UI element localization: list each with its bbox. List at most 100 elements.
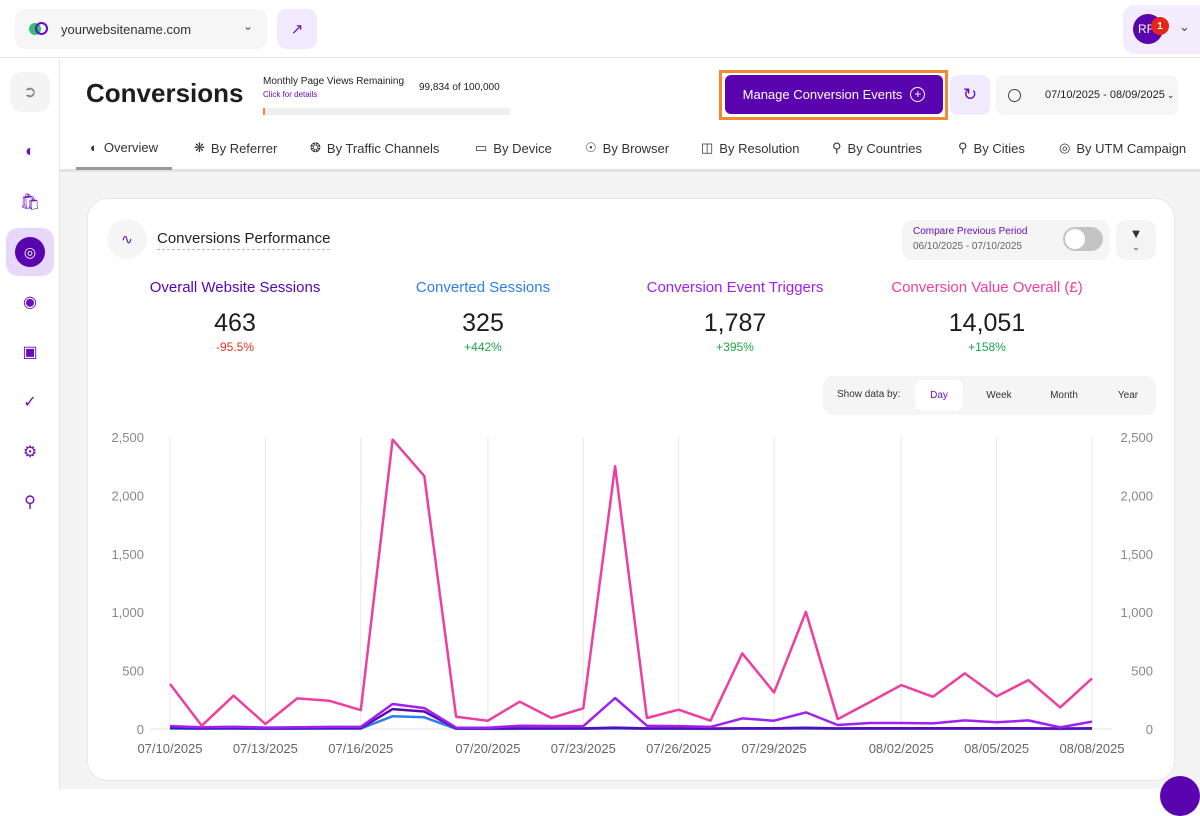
tab-by-countries[interactable]: ⚲ By Countries bbox=[832, 140, 922, 156]
show-data-by: Show data by: Day Week Month Year bbox=[823, 376, 1156, 415]
tab-bar: ◐ Overview ❋ By Referrer ❂ By Traffic Channel… bbox=[60, 128, 1200, 172]
overview-icon: ◐ bbox=[90, 140, 98, 155]
compare-previous-period: Compare Previous Period 06/10/2025 - 07/… bbox=[902, 220, 1110, 260]
page-views-progress-fill bbox=[263, 108, 265, 115]
y-tick-label-left: 500 bbox=[122, 664, 144, 679]
compare-label: Compare Previous Period bbox=[913, 226, 1028, 237]
show-by-year[interactable]: Year bbox=[1117, 390, 1139, 401]
clock-icon bbox=[1008, 88, 1021, 102]
date-range-value: 07/10/2025 - 08/09/2025 bbox=[1045, 89, 1165, 101]
shield-icon: ✓ bbox=[23, 394, 37, 411]
top-bar: yourwebsitename.com ⌄ ↗ RF 1 ⌄ bbox=[0, 0, 1200, 58]
kpi-title: Overall Website Sessions bbox=[149, 279, 321, 296]
kpi-title: Conversion Event Triggers bbox=[646, 279, 824, 296]
sidebar-item-security[interactable]: ✓ bbox=[10, 382, 50, 422]
sidebar-item-settings[interactable]: ⚙ bbox=[10, 432, 50, 472]
user-menu[interactable]: RF 1 ⌄ bbox=[1123, 5, 1200, 54]
tab-label: By Resolution bbox=[719, 140, 800, 156]
conversions-icon: ◎ bbox=[15, 237, 45, 267]
sidebar-item-conversions[interactable]: ◎ bbox=[6, 228, 54, 276]
kpi-value: 325 bbox=[462, 309, 504, 337]
chart-type-button[interactable]: ∿ bbox=[107, 219, 147, 259]
filter-button[interactable]: ▼ ⌄ bbox=[1116, 220, 1156, 260]
compare-range: 06/10/2025 - 07/10/2025 bbox=[913, 241, 1022, 252]
tab-by-resolution[interactable]: ◫ By Resolution bbox=[701, 140, 800, 156]
x-tick-label: 07/20/2025 bbox=[455, 741, 520, 756]
page-views-value: 99,834 of 100,000 bbox=[419, 82, 500, 93]
tab-overview[interactable]: ◐ Overview bbox=[75, 140, 173, 170]
tab-by-utm-campaign[interactable]: ◎ By UTM Campaign bbox=[1059, 140, 1186, 156]
card-title: Conversions Performance bbox=[157, 230, 331, 250]
sidebar-item-dashboard[interactable]: ◐ bbox=[10, 132, 50, 172]
website-name: yourwebsitename.com bbox=[61, 21, 192, 37]
x-tick-label: 07/23/2025 bbox=[551, 741, 616, 756]
y-tick-label-left: 1,500 bbox=[111, 547, 144, 562]
shopping-bag-icon: 🛍 bbox=[19, 194, 41, 211]
chat-icon: ▣ bbox=[22, 344, 38, 361]
browser-icon: ☉ bbox=[585, 140, 597, 155]
refresh-button[interactable]: ↻ bbox=[950, 75, 990, 115]
show-by-week[interactable]: Week bbox=[986, 390, 1012, 401]
tab-by-referrer[interactable]: ❋ By Referrer bbox=[194, 140, 277, 156]
channels-icon: ❂ bbox=[310, 140, 321, 155]
page-views-details-link[interactable]: Click for details bbox=[263, 90, 318, 99]
open-website-button[interactable]: ↗ bbox=[277, 9, 317, 49]
chevron-down-icon: ⌄ bbox=[1166, 89, 1175, 100]
sidebar-item-locations[interactable]: ⚲ bbox=[10, 482, 50, 522]
date-range-picker[interactable]: 07/10/2025 - 08/09/2025 ⌄ bbox=[996, 75, 1178, 115]
y-tick-label-right: 500 bbox=[1131, 664, 1153, 679]
x-tick-label: 07/13/2025 bbox=[233, 741, 298, 756]
x-tick-label: 07/29/2025 bbox=[742, 741, 807, 756]
show-by-month[interactable]: Month bbox=[1050, 390, 1078, 401]
location-pin-icon: ⚲ bbox=[24, 494, 36, 511]
page-views-label: Monthly Page Views Remaining bbox=[263, 76, 405, 87]
sidebar-item-heatmaps[interactable]: ◉ bbox=[10, 282, 50, 322]
line-chart-icon: ∿ bbox=[121, 230, 133, 247]
y-tick-label-right: 0 bbox=[1146, 722, 1153, 737]
tab-by-browser[interactable]: ☉ By Browser bbox=[585, 140, 669, 156]
sidebar-item-feedback[interactable]: ▣ bbox=[10, 332, 50, 372]
tab-label: By Device bbox=[493, 140, 552, 156]
conversions-chart: 07/10/2025 07/13/2025 07/16/2025 07/20/2025… bbox=[111, 430, 1153, 756]
tab-label: By Referrer bbox=[210, 140, 278, 156]
chevron-down-icon: ⌄ bbox=[1132, 242, 1140, 252]
chevron-down-icon: ⌄ bbox=[242, 19, 253, 33]
sidebar: ➲ ◐ 🛍 ◎ ◉ ▣ ✓ ⚙ ⚲ bbox=[0, 59, 60, 789]
sidebar-collapse-button[interactable]: ➲ bbox=[10, 72, 50, 112]
x-tick-label: 07/26/2025 bbox=[646, 741, 711, 756]
device-icon: ▭ bbox=[475, 140, 488, 155]
kpi-value: 1,787 bbox=[703, 309, 767, 337]
tab-by-traffic-channels[interactable]: ❂ By Traffic Channels bbox=[310, 140, 439, 156]
x-tick-label: 07/10/2025 bbox=[137, 741, 202, 756]
x-tick-label: 07/16/2025 bbox=[328, 741, 393, 756]
filter-icon: ▼ bbox=[1129, 226, 1143, 241]
tab-by-device[interactable]: ▭ By Device bbox=[475, 140, 552, 156]
x-tick-label: 08/02/2025 bbox=[869, 741, 934, 756]
notification-badge: 1 bbox=[1151, 17, 1169, 35]
tab-label: By UTM Campaign bbox=[1076, 140, 1187, 156]
chevron-down-icon[interactable]: ⌄ bbox=[1179, 19, 1190, 34]
sidebar-item-ecommerce[interactable]: 🛍 bbox=[10, 182, 50, 222]
manage-conversion-events-button[interactable]: Manage Conversion Events + bbox=[725, 75, 943, 114]
show-by-day[interactable]: Day bbox=[915, 380, 963, 411]
tab-label: By Cities bbox=[973, 140, 1025, 156]
arrow-right-circle-icon: ➲ bbox=[23, 84, 37, 101]
y-tick-label-right: 1,000 bbox=[1120, 605, 1153, 620]
pie-chart-icon: ◐ bbox=[25, 143, 35, 160]
resolution-icon: ◫ bbox=[701, 140, 714, 155]
series-line bbox=[169, 438, 1093, 727]
external-link-icon: ↗ bbox=[290, 21, 304, 38]
tab-by-cities[interactable]: ⚲ By Cities bbox=[958, 140, 1025, 156]
refresh-icon: ↻ bbox=[962, 85, 978, 104]
y-tick-label-right: 1,500 bbox=[1120, 547, 1153, 562]
gear-icon: ⚙ bbox=[22, 444, 38, 461]
website-selector[interactable]: yourwebsitename.com ⌄ bbox=[15, 9, 267, 49]
kpi-conversion-event-triggers: Conversion Event Triggers 1,787 +395% bbox=[605, 279, 865, 354]
kpi-delta: +442% bbox=[464, 340, 502, 354]
location-icon: ⚲ bbox=[832, 140, 842, 155]
help-chat-button[interactable] bbox=[1160, 776, 1200, 816]
compare-toggle[interactable] bbox=[1063, 227, 1103, 251]
page-title: Conversions bbox=[86, 78, 244, 108]
globe-icon bbox=[29, 22, 49, 36]
kpi-overall-website-sessions: Overall Website Sessions 463 -95.5% bbox=[105, 279, 365, 354]
